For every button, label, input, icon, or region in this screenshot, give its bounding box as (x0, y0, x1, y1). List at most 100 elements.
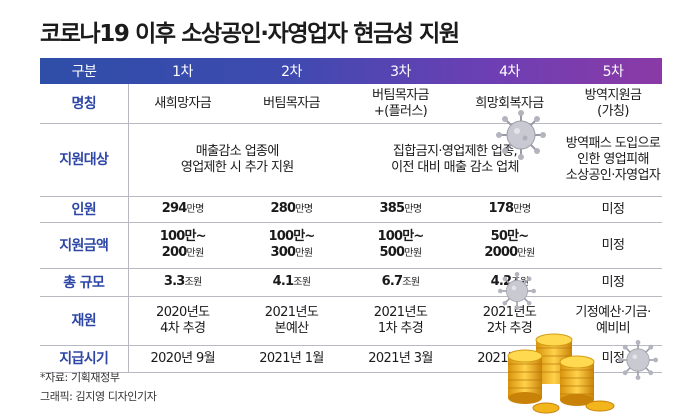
people-round-4: 178만명 (455, 196, 564, 223)
row-label-target: 지원대상 (40, 123, 129, 197)
people-unit: 만명 (404, 204, 422, 215)
people-round-5: 미정 (564, 196, 662, 223)
virus-icon (498, 272, 536, 310)
header-round-1: 1차 (172, 64, 193, 80)
fund-round-5-line2: 예비비 (595, 321, 631, 336)
name-round-5: 방역지원금 (가칭) (564, 84, 662, 124)
fund-round-5: 기정예산·기금· 예비비 (564, 296, 662, 346)
amount-round-3: 100만~ 500만원 (346, 222, 455, 269)
name-round-5-line1: 방역지원금 (584, 87, 642, 103)
table-row: 지원금액 100만~ 200만원 100만~ 300만원 100만~ 500만원… (40, 222, 662, 269)
source-note: *자료: 기획재정부 (40, 371, 120, 384)
fund-round-4-line2: 2차 추경 (486, 321, 533, 336)
header-round-5: 5차 (602, 64, 624, 80)
graphic-credit: 그래픽: 김지영 디자인기자 (40, 390, 157, 403)
target-round-5-line1: 방역패스 도입으로 (565, 136, 661, 151)
people-round-2: 280만명 (237, 196, 346, 223)
amount-round-1-max: 200 (161, 245, 188, 260)
total-round-3-value: 6.7 (381, 274, 403, 289)
row-label-fund: 재원 (40, 296, 129, 346)
amount-round-3-min: 100만~ (377, 229, 425, 244)
header-round-2: 2차 (281, 64, 302, 80)
target-round-5: 방역패스 도입으로 인한 영업피해 소상공인·자영업자 (564, 123, 662, 197)
timing-round-1: 2020년 9월 (128, 345, 237, 373)
total-unit: 조원 (184, 277, 202, 288)
target-round-5-line3: 소상공인·자영업자 (565, 168, 661, 183)
amount-round-1: 100만~ 200만원 (128, 222, 237, 269)
amount-unit: 만원 (295, 248, 313, 259)
amount-round-4-max: 2000 (484, 245, 518, 260)
total-round-3: 6.7조원 (346, 268, 455, 297)
fund-round-1: 2020년도 4차 추경 (128, 296, 237, 346)
name-round-2: 버팀목자금 (237, 84, 346, 124)
amount-unit: 만원 (404, 248, 422, 259)
name-round-3-line1: 버팀목자금 (372, 87, 429, 103)
total-round-1: 3.3조원 (128, 268, 237, 297)
amount-round-2-max: 300 (270, 245, 297, 260)
row-label-name: 명칭 (40, 84, 129, 124)
fund-round-3-line1: 2021년도 (373, 305, 428, 320)
total-round-2: 4.1조원 (237, 268, 346, 297)
amount-round-4-min: 50만~ (490, 229, 530, 244)
name-round-1: 새희망자금 (128, 84, 237, 124)
infographic-title: 코로나19 이후 소상공인·자영업자 현금성 지원 (40, 21, 460, 47)
timing-round-3: 2021년 3월 (346, 345, 455, 373)
total-round-5: 미정 (564, 268, 662, 297)
target-round-5-line2: 인한 영업피해 (577, 152, 649, 167)
table-header: 구분 1차 2차 3차 4차 5차 (40, 58, 662, 84)
row-label-people: 인원 (40, 196, 129, 223)
amount-unit: 만원 (186, 248, 205, 259)
gold-coins-icon (507, 333, 615, 414)
header-round-3: 3차 (390, 64, 411, 80)
fund-round-2-line1: 2021년도 (264, 305, 319, 320)
row-label-timing: 지급시기 (40, 345, 129, 373)
row-label-amount: 지원금액 (40, 222, 129, 269)
table-row: 총 규모 3.3조원 4.1조원 6.7조원 4.2조원 미정 (40, 268, 662, 297)
support-table: 구분 1차 2차 3차 4차 5차 명칭 새희망자금 버팀목자금 버팀목자금 +… (40, 58, 662, 373)
fund-round-2-line2: 본예산 (274, 321, 309, 336)
people-round-1-value: 294 (161, 201, 188, 216)
amount-round-1-min: 100만~ (159, 229, 207, 244)
fund-round-1-line2: 4차 추경 (160, 321, 206, 336)
table-row: 명칭 새희망자금 버팀목자금 버팀목자금 +(플러스) 희망회복자금 방역지원금… (40, 84, 662, 124)
people-unit: 만명 (513, 204, 531, 215)
target-round-1-2-line1: 매출감소 업종에 (195, 144, 280, 159)
people-unit: 만명 (186, 204, 205, 215)
amount-unit: 만원 (517, 248, 535, 259)
amount-round-2-min: 100만~ (268, 229, 316, 244)
row-label-total: 총 규모 (40, 268, 129, 297)
table-row: 재원 2020년도 4차 추경 2021년도 본예산 2021년도 1차 추경 … (40, 296, 662, 346)
total-round-1-value: 3.3 (163, 274, 185, 289)
people-round-2-value: 280 (270, 201, 297, 216)
target-round-3-4-line1: 집합금지·영업제한 업종, (392, 144, 518, 159)
table-row: 지원대상 매출감소 업종에 영업제한 시 추가 지원 집합금지·영업제한 업종,… (40, 123, 662, 197)
header-category: 구분 (71, 64, 97, 80)
people-round-3-value: 385 (379, 201, 406, 216)
amount-round-5: 미정 (564, 222, 662, 269)
virus-icon (496, 110, 546, 160)
amount-round-2: 100만~ 300만원 (237, 222, 346, 269)
total-unit: 조원 (293, 277, 311, 288)
amount-round-4: 50만~ 2000만원 (455, 222, 564, 269)
name-round-3-line2: +(플러스) (373, 103, 428, 119)
timing-round-2: 2021년 1월 (237, 345, 346, 373)
total-unit: 조원 (402, 277, 420, 288)
fund-round-4-line1: 2021년도 (482, 305, 537, 320)
name-round-4: 희망회복자금 (455, 84, 564, 124)
fund-round-2: 2021년도 본예산 (237, 296, 346, 346)
target-round-1-2: 매출감소 업종에 영업제한 시 추가 지원 (128, 123, 346, 197)
target-round-3-4-line2: 이전 대비 매출 감소 업체 (391, 160, 519, 175)
people-round-1: 294만명 (128, 196, 237, 223)
table-row: 인원 294만명 280만명 385만명 178만명 미정 (40, 196, 662, 223)
fund-round-1-line1: 2020년도 (156, 305, 210, 320)
name-round-5-line2: (가칭) (597, 103, 629, 119)
fund-round-3-line2: 1차 추경 (377, 321, 424, 336)
target-round-1-2-line2: 영업제한 시 추가 지원 (180, 160, 294, 175)
people-round-4-value: 178 (488, 201, 515, 216)
people-unit: 만명 (295, 204, 313, 215)
people-round-3: 385만명 (346, 196, 455, 223)
amount-round-3-max: 500 (379, 245, 406, 260)
header-round-4: 4차 (499, 64, 520, 80)
fund-round-3: 2021년도 1차 추경 (346, 296, 455, 346)
fund-round-5-line1: 기정예산·기금· (575, 305, 651, 320)
